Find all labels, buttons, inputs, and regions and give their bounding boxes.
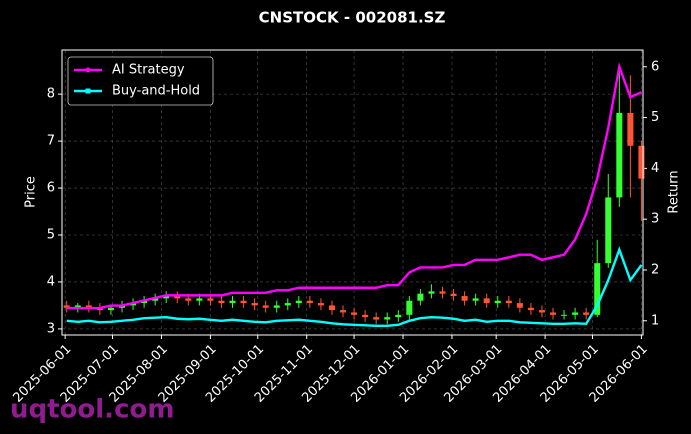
candle-body — [406, 300, 413, 315]
candle-body — [395, 314, 402, 318]
plot-frame — [61, 49, 644, 336]
line-series — [66, 246, 643, 328]
candle-body — [439, 291, 446, 294]
y-tick-label: 3 — [47, 321, 55, 336]
candle-body — [240, 300, 247, 304]
candle-body — [63, 305, 70, 308]
candle-body — [362, 314, 369, 318]
candle-body — [373, 317, 380, 320]
y2-tick-label: 5 — [651, 110, 659, 125]
candle-body — [218, 300, 225, 304]
candle-body — [185, 298, 192, 301]
y2-axis-label: Return — [667, 170, 682, 213]
legend-label: Buy-and-Hold — [112, 84, 200, 99]
candle-body — [107, 307, 114, 311]
candle-body — [207, 298, 214, 301]
y-tick-label: 7 — [47, 134, 55, 149]
candle-body — [572, 312, 579, 315]
candle-body — [74, 305, 81, 308]
line-series — [66, 62, 642, 310]
candle-body — [295, 300, 302, 304]
chart-title: CNSTOCK - 002081.SZ — [259, 9, 446, 27]
legend-label: AI Strategy — [112, 63, 185, 78]
y2-tick-label: 2 — [651, 262, 659, 277]
candle-body — [163, 296, 170, 299]
candle-body — [196, 298, 203, 301]
candle-body — [483, 298, 490, 304]
candle-body — [284, 303, 291, 306]
legend-marker — [85, 67, 91, 73]
candle-body — [638, 145, 645, 179]
candle-body — [494, 300, 501, 304]
y2-tick-label: 4 — [651, 161, 659, 176]
candle-body — [306, 300, 313, 304]
y-tick-label: 8 — [47, 87, 55, 102]
watermark: uqtool.com — [10, 395, 174, 425]
candle-body — [174, 296, 181, 299]
candle-body — [317, 303, 324, 306]
candle-body — [616, 112, 623, 198]
candle-body — [251, 303, 258, 306]
candle-body — [605, 197, 612, 264]
candle-body — [461, 296, 468, 301]
legend-box — [67, 56, 214, 106]
candle-body — [583, 312, 590, 315]
candle-body — [561, 314, 568, 316]
y-tick-label: 5 — [47, 227, 55, 242]
candle-body — [505, 300, 512, 304]
candle-body — [549, 312, 557, 315]
candle-body — [472, 298, 479, 301]
y-tick-label: 4 — [47, 274, 55, 289]
candle-body — [417, 293, 424, 301]
candle-body — [152, 298, 159, 301]
candle-body — [428, 291, 435, 294]
candle-body — [527, 307, 534, 311]
candle-body — [141, 300, 148, 304]
candle-body — [538, 310, 545, 313]
candle-body — [85, 305, 92, 308]
candle-body — [594, 263, 601, 315]
candle-body — [351, 312, 358, 315]
y-tick-label: 6 — [47, 181, 55, 196]
candle-body — [229, 300, 236, 304]
candle-body — [328, 305, 335, 311]
candle-body — [627, 112, 634, 146]
y2-tick-label: 1 — [651, 313, 659, 328]
candle-body — [450, 293, 457, 297]
y-axis-label: Price — [24, 176, 39, 208]
legend-marker — [85, 88, 91, 94]
candle-body — [384, 317, 391, 320]
legend: AI Strategy Buy-and-Hold — [67, 56, 214, 106]
candle-body — [262, 305, 269, 308]
candle-body — [516, 303, 523, 308]
candle-body — [340, 310, 347, 313]
candle-body — [273, 305, 280, 308]
y2-tick-label: 3 — [651, 212, 659, 227]
y2-tick-label: 6 — [651, 59, 659, 74]
candle-body — [130, 303, 137, 306]
